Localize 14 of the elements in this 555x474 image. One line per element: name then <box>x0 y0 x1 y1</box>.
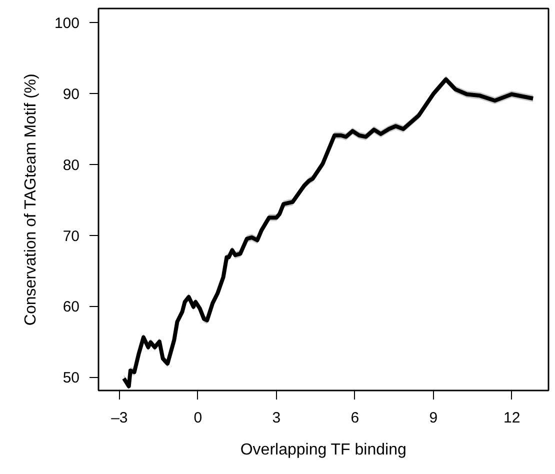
y-tick-label: 60 <box>62 298 80 316</box>
y-axis-title: Conservation of TAGteam Motif (%) <box>22 74 40 326</box>
y-tick-label: 70 <box>62 228 80 245</box>
y-tick-label: 80 <box>62 156 80 174</box>
x-tick-label: 12 <box>504 410 520 426</box>
x-axis-title: Overlapping TF binding <box>240 442 406 458</box>
x-tick-label: 6 <box>350 410 360 426</box>
x-tick-label: 0 <box>194 410 202 426</box>
x-tick-label: 9 <box>429 410 438 426</box>
y-tick-label: 90 <box>62 86 80 104</box>
y-tick-label: 50 <box>62 370 80 387</box>
y-tick-label: 100 <box>54 15 80 32</box>
x-tick-label: –3 <box>111 410 128 426</box>
x-tick-label: 3 <box>272 410 281 426</box>
